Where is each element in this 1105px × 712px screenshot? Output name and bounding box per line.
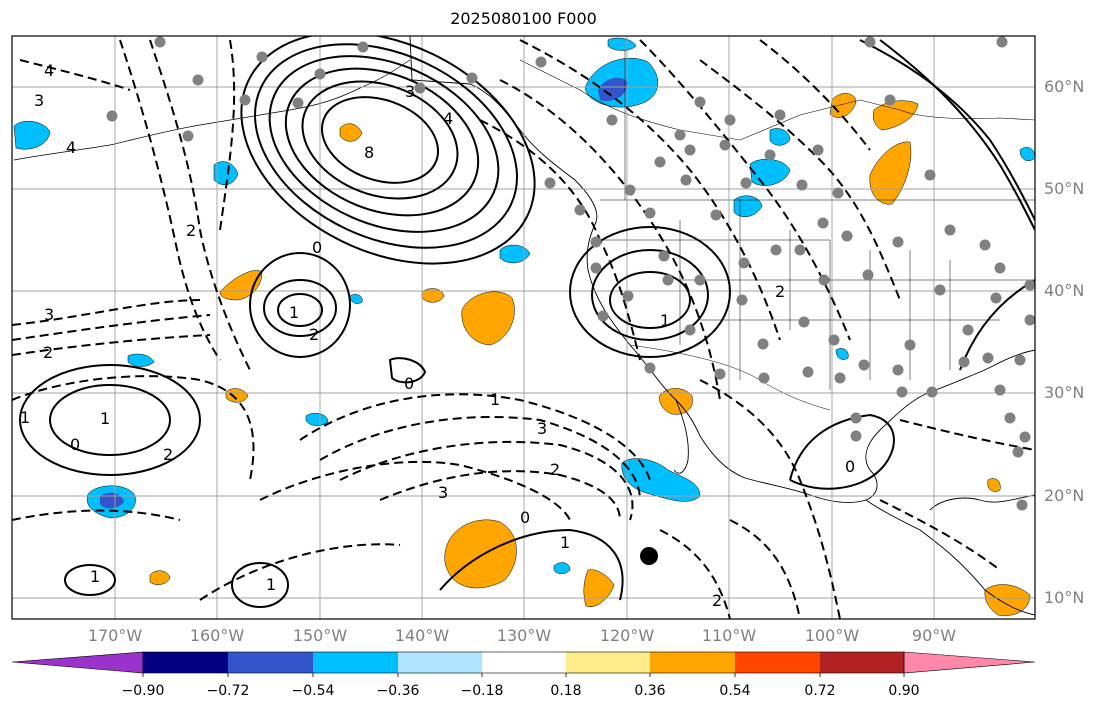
contour-label: 0	[845, 457, 855, 476]
contour-label: 2	[550, 460, 560, 479]
colorbar-segment	[398, 652, 482, 673]
lat-label: 20°N	[1044, 486, 1085, 505]
contour-label: 2	[309, 325, 319, 344]
lon-label: 120°W	[599, 626, 655, 645]
colorbar-tick-label: 0.54	[719, 683, 751, 699]
contour-label: 2	[775, 282, 785, 301]
colorbar-tick-label: −0.90	[121, 683, 165, 699]
contour-label: 8	[364, 143, 374, 162]
lat-label: 10°N	[1044, 588, 1085, 607]
map-title: 2025080100 F000	[450, 9, 597, 28]
contour-label: 3	[34, 91, 44, 110]
colorbar-segment	[820, 652, 904, 673]
colorbar-tick-label: −0.72	[206, 683, 250, 699]
contour-label: 4	[66, 138, 76, 157]
colorbar-segment	[143, 652, 228, 673]
contour-label: 1	[660, 311, 670, 330]
marker-dot	[640, 547, 658, 565]
lat-lon-grid	[12, 36, 1035, 619]
station-dots	[106, 36, 1035, 511]
colorbar-tick-label: −0.36	[376, 683, 420, 699]
map-frame	[11, 35, 1036, 620]
lon-label: 110°W	[701, 626, 757, 645]
contour-label: 1	[100, 409, 110, 428]
contour-label: 1	[20, 408, 30, 427]
colorbar-tick-label: 0.90	[888, 683, 920, 699]
lon-label: 90°W	[911, 626, 957, 645]
coastlines	[13, 36, 1035, 616]
colorbar-extend-high	[903, 651, 1036, 674]
lon-label: 160°W	[189, 626, 245, 645]
lon-label: 150°W	[292, 626, 348, 645]
contour-label: 1	[560, 533, 570, 552]
shaded-anomaly-field	[13, 37, 1035, 616]
colorbar-extend-low	[11, 651, 144, 674]
contour-label: 1	[289, 303, 299, 322]
lat-label: 50°N	[1044, 179, 1085, 198]
colorbar-tick-label: 0.18	[550, 683, 582, 699]
contour-label: 0	[70, 435, 80, 454]
colorbar-tick-label: −0.18	[460, 683, 504, 699]
contour-label: 1	[266, 575, 276, 594]
lon-label: 140°W	[394, 626, 450, 645]
contour-label: 0	[312, 238, 322, 257]
colorbar-segment	[650, 652, 735, 673]
colorbar-segment	[228, 652, 313, 673]
contour-label: 0	[520, 508, 530, 527]
contour-label: 3	[44, 305, 54, 324]
colorbar-segment	[566, 652, 650, 673]
lat-label: 60°N	[1044, 77, 1085, 96]
contour-label: 4	[44, 61, 54, 80]
contour-label: 2	[163, 445, 173, 464]
colorbar-segment	[735, 652, 820, 673]
lat-label: 40°N	[1044, 281, 1085, 300]
colorbar-tick-label: −0.54	[291, 683, 335, 699]
colorbar-tick-label: 0.36	[634, 683, 666, 699]
lon-label: 170°W	[87, 626, 143, 645]
contour-label: 3	[438, 483, 448, 502]
contour-label: 2	[43, 343, 53, 362]
contour-label: 1	[490, 390, 500, 409]
colorbar-segment	[313, 652, 398, 673]
colorbar-segment	[482, 652, 566, 673]
solid-contours	[19, 36, 1035, 608]
contour-label: 3	[405, 82, 415, 101]
contour-label: 3	[537, 419, 547, 438]
colorbar-tick-label: 0.72	[804, 683, 836, 699]
contour-label: 2	[712, 591, 722, 610]
contour-label: 1	[90, 567, 100, 586]
contour-labels: 4 3 4 8 4 3 2 1 0 2 3 2 1 0 1 2 3 2 1 1 …	[20, 61, 855, 610]
lon-label: 130°W	[496, 626, 552, 645]
lon-label: 100°W	[804, 626, 860, 645]
contour-label: 2	[186, 221, 196, 240]
contour-label: 4	[443, 109, 453, 128]
colorbar	[11, 651, 1036, 677]
lat-label: 30°N	[1044, 383, 1085, 402]
contour-label: 0	[404, 374, 414, 393]
